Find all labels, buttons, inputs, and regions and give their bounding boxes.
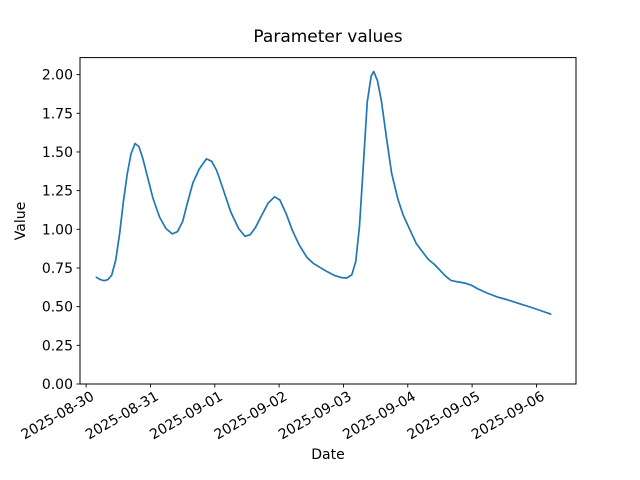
data-line	[95, 70, 552, 315]
y-tick-label: 0.75	[42, 261, 73, 277]
y-tick-label: 0.25	[42, 338, 73, 354]
y-tick-label: 1.25	[42, 184, 73, 200]
y-tick-label: 0.00	[42, 377, 73, 393]
y-tick-label: 0.50	[42, 300, 73, 316]
chart-title: Parameter values	[253, 27, 403, 47]
y-tick-label: 1.50	[42, 145, 73, 161]
y-tick-label: 2.00	[42, 68, 73, 84]
plot-area	[79, 57, 577, 385]
y-tick-label: 1.75	[42, 106, 73, 122]
y-tick-label: 1.00	[42, 222, 73, 238]
x-axis-label: Date	[311, 447, 345, 463]
x-tick-label: 2025-09-06	[469, 389, 548, 444]
